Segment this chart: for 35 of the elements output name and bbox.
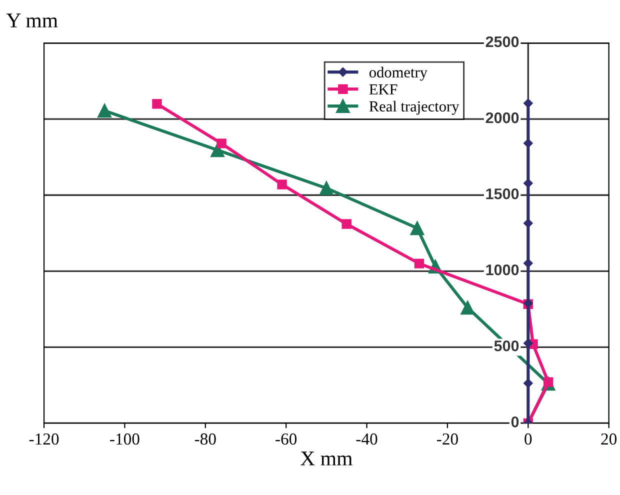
point — [524, 378, 533, 388]
y-tick-label: 1000 — [486, 264, 519, 276]
point — [410, 221, 424, 236]
point — [98, 104, 112, 118]
y-tick-label: 500 — [494, 340, 519, 352]
x-tick-label: -100 — [110, 433, 140, 445]
y-tick-label: 2500 — [486, 36, 519, 48]
x-tick-label: -40 — [356, 433, 378, 445]
point — [524, 98, 533, 108]
point — [524, 338, 533, 348]
x-tick-label: -20 — [436, 433, 458, 445]
x-tick-label: -120 — [29, 433, 59, 445]
point — [342, 219, 352, 229]
x-tick-label: -60 — [276, 433, 297, 445]
legend-label: EKF — [369, 84, 398, 94]
legend-label: odometry — [369, 66, 428, 81]
point — [524, 138, 533, 148]
x-tick-label: -80 — [194, 433, 216, 445]
point — [152, 99, 162, 109]
x-axis-title: X mm — [300, 452, 352, 466]
point — [524, 218, 533, 228]
legend-label: Real trajectory — [369, 100, 460, 115]
point — [460, 300, 475, 315]
y-tick-label: 0 — [511, 416, 519, 428]
point — [277, 180, 287, 190]
point — [216, 138, 226, 148]
point — [319, 181, 334, 196]
x-tick-label: 20 — [601, 433, 617, 445]
x-tick-label: 0 — [524, 433, 532, 445]
point — [524, 258, 533, 268]
y-tick-label: 2000 — [486, 112, 519, 124]
point — [414, 258, 424, 268]
y-tick-label: 1500 — [486, 188, 519, 200]
y-axis-title: Y mm — [6, 14, 58, 28]
point — [524, 178, 533, 188]
